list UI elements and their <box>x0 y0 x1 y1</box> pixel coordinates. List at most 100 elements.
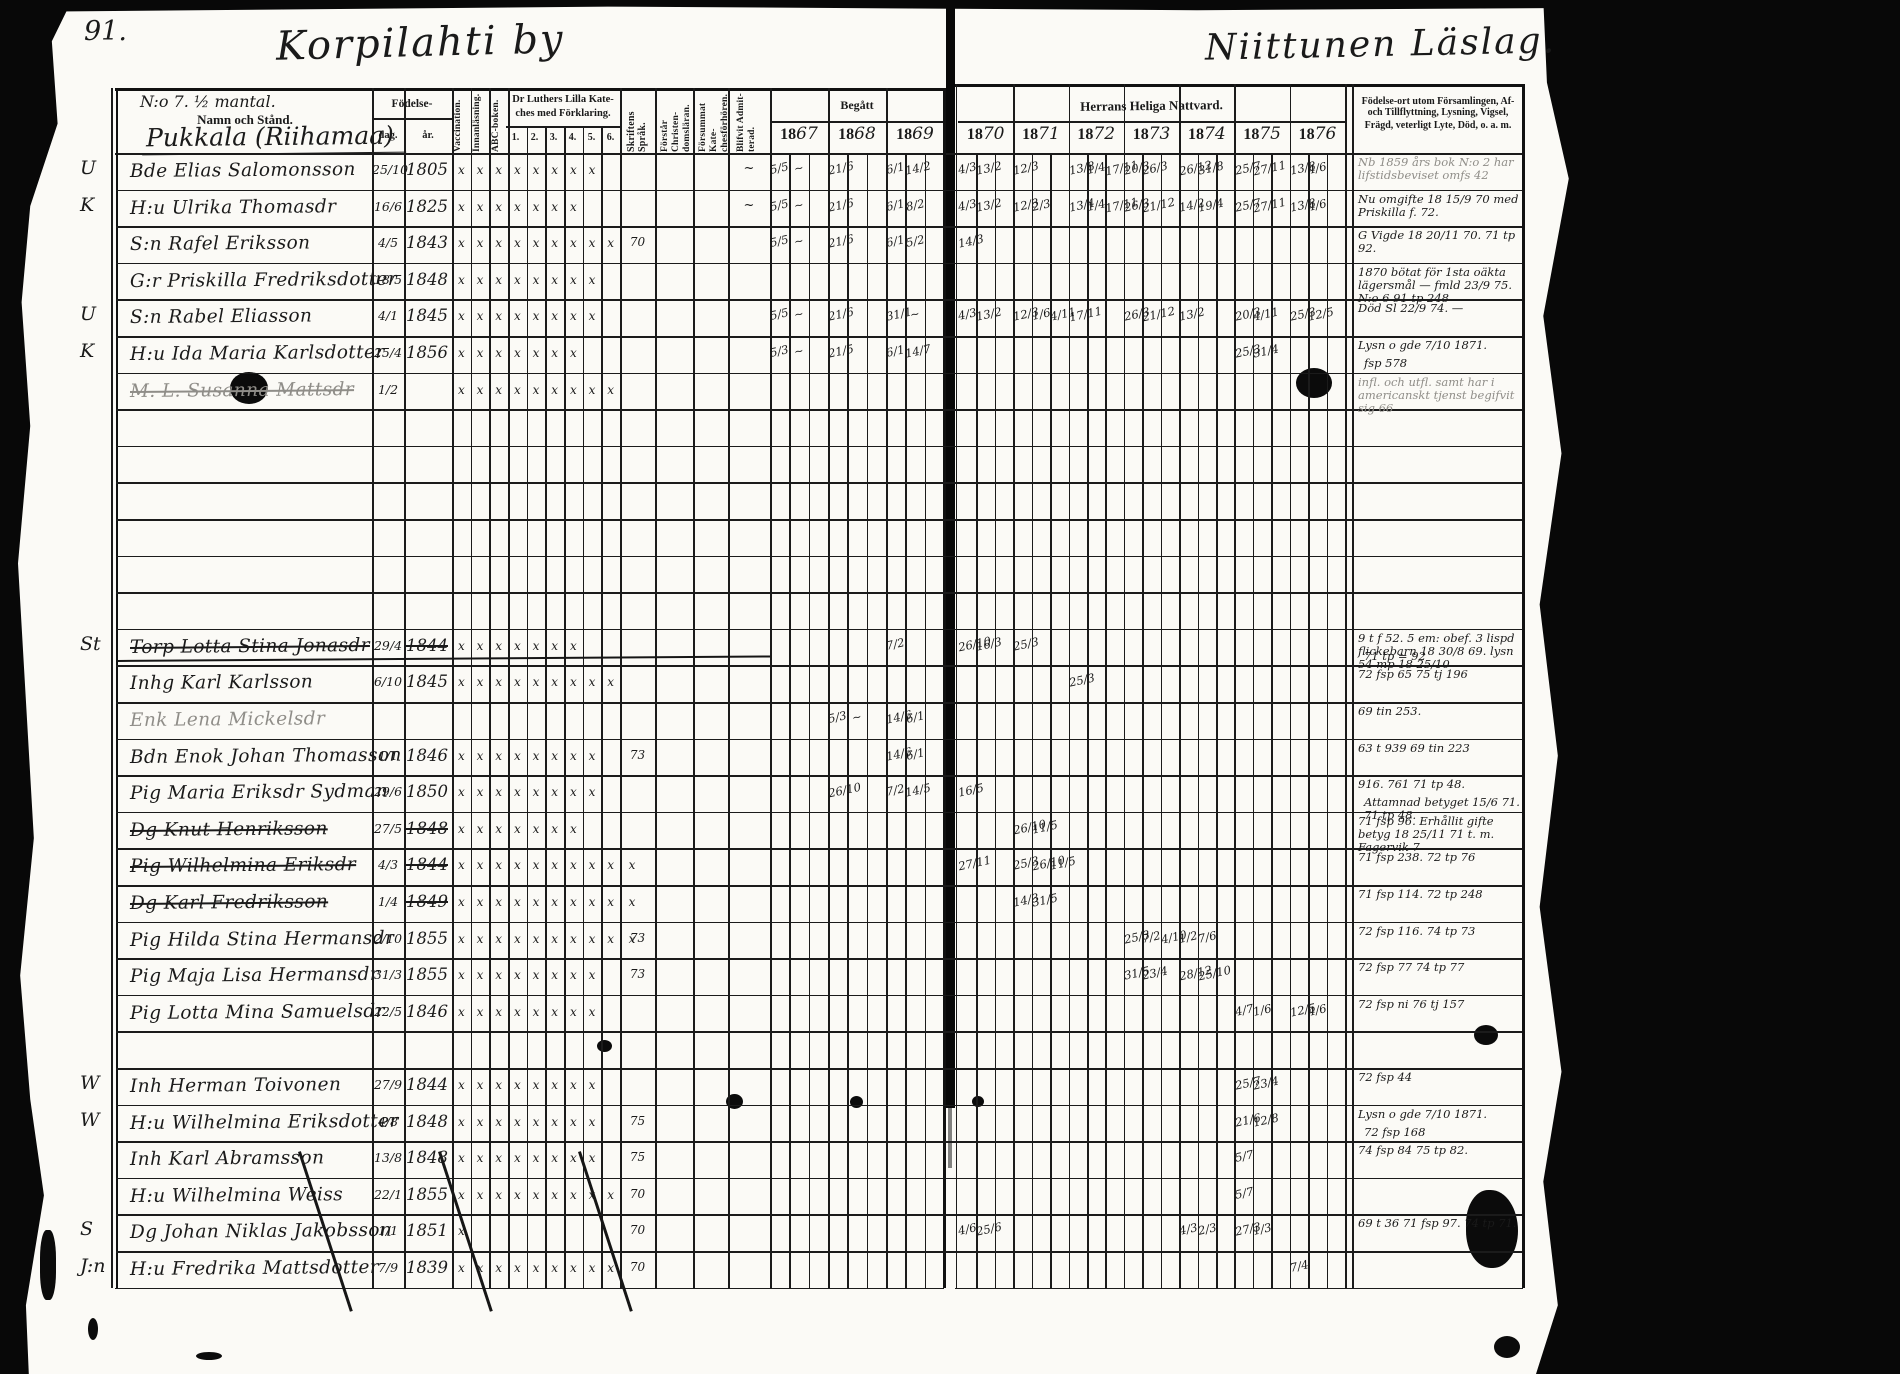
table-row: S Dg Johan Niklas Jakobsson 1/1 1851 x 70 4/6 2… <box>0 1214 1900 1251</box>
margin-letter: W <box>80 1108 100 1131</box>
reading-mark: x <box>569 272 577 287</box>
margin-letter: U <box>80 303 97 326</box>
name-cell: M. L. Susanna Mattsdr <box>129 378 355 402</box>
communion-date: 13/2 <box>975 305 1003 324</box>
reading-mark: x <box>513 1078 521 1092</box>
communion-date: 17/11 <box>1068 304 1103 325</box>
communion-date: 6/1 <box>885 232 906 250</box>
birth-year-cell: 1845 <box>406 306 448 326</box>
reading-mark: x <box>495 931 503 946</box>
reading-mark: x <box>495 1187 503 1202</box>
ink-blob <box>40 1230 56 1300</box>
birth-year-cell: 1850 <box>406 782 448 802</box>
table-row <box>0 592 1900 629</box>
communion-date: 26/3 <box>1141 158 1169 177</box>
communion-date: 14/2 <box>1178 195 1206 214</box>
communion-date: 6/1 <box>885 195 907 214</box>
grid-hline <box>116 958 1522 960</box>
date-fraction: 6/1 <box>885 195 907 214</box>
note-cell-line2: Attamnad betyget 15/6 71. 71 tp 48. <box>1364 795 1520 823</box>
grid-vline <box>770 88 772 1288</box>
reading-mark: x <box>532 236 540 251</box>
communion-date: 7/2 <box>885 781 906 799</box>
reading-mark: x <box>532 1114 540 1129</box>
reading-mark: x <box>513 748 521 763</box>
communion-date: 25/6 <box>975 1220 1003 1239</box>
communion-date: 1/3 <box>1252 1221 1273 1239</box>
communion-date: 11/5 <box>1031 817 1059 836</box>
note-cell: 72 fsp 44 <box>1358 1070 1413 1084</box>
table-row: Pig Maria Eriksdr Sydman 29/6 1850 x x x x x x x x… <box>0 775 1900 822</box>
grid-hline <box>116 1251 1522 1253</box>
reading-mark: x <box>513 675 521 690</box>
communion-date: 5/2 <box>904 232 925 250</box>
date-fraction: ~ <box>792 306 806 323</box>
communion-date: 25/3 <box>1067 671 1095 690</box>
table-row: W Inh Herman Toivonen 27/9 1844 x x x x x x x x 25/7… <box>0 1068 1900 1105</box>
grid-vline <box>489 88 491 1288</box>
date-fraction: 21/6 <box>826 304 856 324</box>
reading-mark: x <box>476 675 484 690</box>
communion-date: 21/6 <box>827 305 855 324</box>
communion-date: 4/6 <box>1307 159 1328 177</box>
reading-mark: x <box>551 1078 559 1092</box>
reading-mark: x <box>457 638 465 653</box>
communion-date: 5/3 <box>827 708 848 726</box>
date-fraction: 21/12 <box>1141 304 1177 325</box>
binding-shadow <box>946 0 955 1108</box>
reading-mark: x <box>532 1004 540 1019</box>
date-fraction: 19/4 <box>1196 195 1225 215</box>
birth-year-cell: 1855 <box>406 1184 448 1204</box>
name-cell: S:n Rabel Eliasson <box>129 305 313 329</box>
date-fraction: 14/3 <box>956 231 986 251</box>
birth-year-cell: 1844 <box>406 855 448 875</box>
date-fraction: 7/2 <box>1141 927 1163 946</box>
grid-hline <box>116 1068 1522 1070</box>
year-label-part: 75 <box>1259 124 1281 144</box>
birth-year-cell: 1845 <box>406 672 448 692</box>
reading-mark: x <box>588 895 596 909</box>
communion-date: 4/6 <box>957 1221 978 1239</box>
reading-mark: x <box>532 272 540 287</box>
birth-year-cell: 1855 <box>406 965 448 985</box>
communion-date: 26/10 <box>827 780 862 801</box>
communion-date: 19/4 <box>1196 195 1224 214</box>
communion-date: 8/2 <box>904 196 925 214</box>
grid-hline <box>116 702 1522 704</box>
begatt-year-row: 1867 1868 1869 <box>770 121 944 150</box>
birth-day-cell: 6/10 <box>373 674 403 690</box>
date-fraction: 1/6 <box>1030 305 1052 324</box>
grid-hline <box>116 628 1522 631</box>
date-fraction: 23/4 <box>1141 963 1170 983</box>
table-row <box>0 409 1900 446</box>
year-label: 1872 <box>1069 124 1124 144</box>
reading-mark: x <box>513 785 521 800</box>
date-fraction: 12/8 <box>1251 1110 1280 1130</box>
communion-date: 25/7 <box>1233 158 1261 177</box>
communion-date: 27/3 <box>1233 1220 1261 1239</box>
reading-mark: x <box>513 346 521 360</box>
communion-date: ~ <box>789 233 808 249</box>
ink-blob <box>196 1352 222 1360</box>
grid-hline <box>506 126 620 128</box>
reading-mark: x <box>569 858 577 873</box>
date-fraction: 4/6 <box>1306 1001 1328 1019</box>
grid-vline <box>111 88 113 1288</box>
torn-edge-right <box>1536 0 1900 1374</box>
date-fraction: 5/5 <box>769 159 791 177</box>
name-cell: Enk Lena Mickelsdr <box>129 708 326 732</box>
date-fraction: 5/3 <box>769 342 791 360</box>
birth-year-cell: 1848 <box>406 1148 448 1168</box>
margin-letter: S <box>80 1218 94 1241</box>
date-fraction: ~ <box>792 196 806 213</box>
grid-hline <box>116 1177 1522 1180</box>
communion-date: 13/2 <box>975 195 1003 214</box>
grid-vline <box>115 88 118 1288</box>
table-row: W H:u Wilhelmina Eriksdotter 4/8 1848 x x x x x x… <box>0 1105 1900 1142</box>
name-cell: Bde Elias Salomonsson <box>129 159 356 183</box>
communion-date: 6/1 <box>904 708 925 726</box>
reading-mark: x <box>532 931 540 946</box>
name-cell: H:u Wilhelmina Weiss <box>129 1183 344 1207</box>
date-fraction: 25/3 <box>1012 634 1041 654</box>
reading-mark: x <box>476 1151 484 1166</box>
